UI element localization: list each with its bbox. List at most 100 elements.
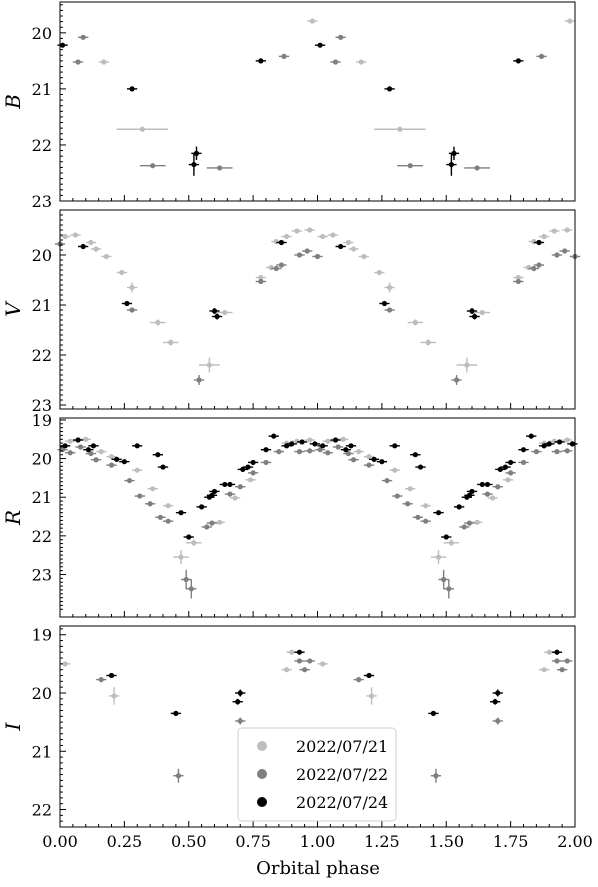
y-tick-label: 20: [32, 246, 52, 265]
data-point: [139, 163, 166, 169]
data-point: [384, 282, 395, 293]
data-point: [281, 233, 292, 240]
data-point: [163, 503, 174, 509]
data-point: [65, 450, 76, 456]
data-point: [302, 248, 313, 254]
data-point: [90, 457, 102, 463]
data-point: [201, 524, 212, 530]
data-point: [304, 437, 315, 443]
data-point: [389, 467, 400, 473]
data-point: [237, 466, 248, 472]
data-point: [374, 126, 426, 132]
y-tick-label: 23: [32, 396, 52, 415]
data-point: [513, 278, 524, 285]
data-point: [358, 253, 369, 260]
data-point: [85, 450, 97, 457]
data-point: [119, 459, 130, 465]
data-point: [420, 339, 436, 346]
data-point: [533, 262, 545, 268]
data-point: [405, 486, 416, 492]
data-point: [60, 233, 71, 240]
legend-label: 2022/07/24: [296, 793, 388, 812]
legend-label: 2022/07/22: [296, 765, 388, 784]
data-point: [392, 493, 403, 499]
data-point: [296, 439, 308, 445]
data-point: [106, 462, 117, 468]
y-tick-label: 22: [32, 346, 52, 365]
data-point: [363, 462, 375, 468]
data-point: [410, 452, 421, 458]
data-point: [144, 501, 156, 507]
data-point: [412, 514, 424, 520]
data-point: [348, 457, 359, 463]
data-point: [482, 491, 493, 497]
data-point: [72, 437, 84, 443]
data-point: [299, 667, 310, 673]
data-point: [88, 443, 99, 449]
data-point: [420, 518, 431, 524]
data-point: [369, 456, 380, 462]
data-point: [551, 449, 563, 455]
data-point: [235, 689, 246, 697]
data-point: [322, 438, 333, 444]
y-tick-label: 23: [32, 192, 52, 211]
data-point: [286, 441, 297, 447]
data-point: [330, 437, 341, 443]
data-point: [96, 677, 107, 683]
data-point: [85, 239, 97, 246]
y-tick-label: 21: [32, 80, 52, 99]
data-point: [186, 579, 197, 599]
series-2022-07-22: [96, 658, 573, 783]
data-point: [126, 307, 138, 313]
data-point: [186, 539, 202, 546]
x-tick-labels: 0.00 0.25 0.50 0.75 1.00 1.25 1.50 1.75 2.00: [42, 832, 593, 851]
x-tick-label: 0.25: [107, 832, 143, 851]
data-point: [163, 339, 179, 346]
data-point: [513, 274, 524, 281]
y-tick-label: 21: [32, 742, 52, 761]
data-point: [317, 443, 328, 449]
data-point: [173, 550, 189, 565]
data-point: [564, 18, 575, 24]
data-point: [343, 450, 354, 457]
data-point: [389, 443, 400, 449]
data-point: [335, 34, 346, 40]
data-point: [551, 649, 563, 655]
data-point: [75, 444, 86, 450]
data-point: [446, 153, 457, 176]
legend-marker: [257, 769, 267, 779]
data-point: [366, 687, 377, 705]
data-point: [317, 661, 328, 667]
data-point: [126, 86, 138, 92]
y-axis-label: V: [1, 300, 25, 317]
data-point: [96, 449, 107, 455]
data-point: [314, 447, 326, 453]
legend-entry: 2022/07/24: [257, 793, 388, 812]
data-point: [106, 454, 117, 460]
data-point: [255, 58, 266, 64]
data-point: [170, 710, 182, 716]
data-point: [260, 459, 272, 466]
data-point: [430, 768, 442, 783]
legend-marker: [257, 741, 267, 751]
data-point: [101, 253, 112, 260]
legend-entry: 2022/07/21: [257, 737, 388, 756]
data-point: [314, 42, 326, 48]
legend-marker: [257, 797, 267, 807]
data-point: [217, 309, 233, 316]
data-point: [304, 448, 315, 454]
data-point: [235, 717, 246, 725]
data-point: [381, 477, 393, 484]
series-2022-07-21: [65, 436, 573, 565]
data-point: [268, 433, 279, 439]
data-point: [492, 717, 503, 725]
data-point: [276, 262, 287, 268]
data-point: [60, 443, 71, 449]
data-point: [90, 246, 102, 252]
data-point: [549, 228, 560, 234]
data-point: [492, 484, 503, 490]
data-point: [155, 514, 166, 520]
data-point: [456, 357, 478, 373]
data-point: [206, 165, 233, 171]
